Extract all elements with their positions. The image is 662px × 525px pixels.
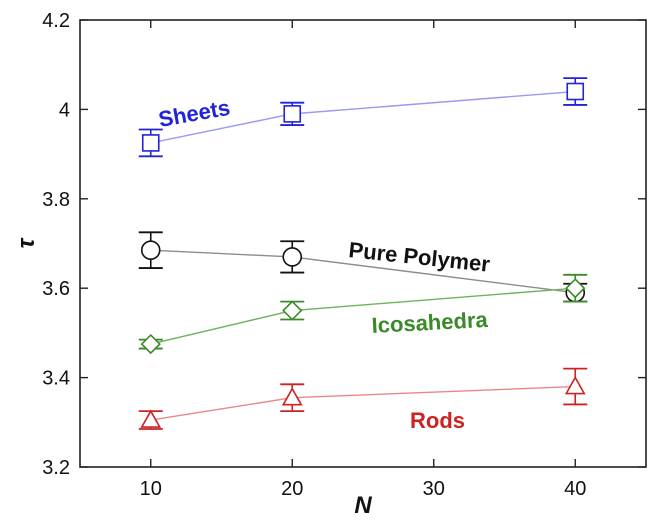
x-axis-title: N: [354, 492, 372, 519]
y-tick-label: 3.8: [42, 189, 70, 211]
data-point: [282, 247, 303, 267]
plot-frame: [79, 19, 647, 468]
x-tick-label: 20: [281, 478, 303, 500]
series-line: [150, 287, 576, 345]
y-tick-label: 4.2: [42, 10, 70, 32]
series-icosahedra: [138, 273, 588, 355]
data-point: [140, 409, 162, 428]
y-tick-label: 4: [59, 99, 70, 121]
data-point: [282, 300, 303, 321]
series-label-icosahedra: Icosahedra: [371, 307, 489, 338]
labels-group: Sheets Pure Polymer Icosahedra Rods: [157, 95, 492, 433]
y-tick-label: 3.4: [42, 368, 70, 390]
series-sheets: [138, 77, 588, 158]
series-rods: [138, 367, 588, 430]
x-tick-label: 30: [423, 478, 445, 500]
data-point: [564, 375, 586, 395]
data-point: [565, 278, 586, 299]
data-point: [140, 240, 161, 261]
data-point: [141, 134, 160, 152]
y-axis-title: τ: [13, 237, 40, 248]
data-point: [283, 105, 302, 123]
y-tick-label: 3.2: [42, 457, 70, 479]
x-tick-label: 10: [140, 478, 162, 500]
series-group: [138, 77, 588, 430]
x-tick-label: 40: [564, 478, 586, 500]
data-point: [281, 387, 303, 406]
axes-group: 10 20 30 40 3.2 3.4 3.6 3.8 4 4.2 Nτ: [13, 10, 647, 519]
series-label-rods: Rods: [410, 408, 465, 433]
series-pure-polymer: [138, 231, 588, 303]
series-label-pure-polymer: Pure Polymer: [347, 237, 491, 277]
data-point: [140, 333, 161, 355]
series-line: [150, 385, 576, 421]
y-tick-label: 3.6: [42, 278, 70, 300]
series-label-sheets: Sheets: [157, 95, 232, 132]
data-point: [566, 82, 585, 101]
